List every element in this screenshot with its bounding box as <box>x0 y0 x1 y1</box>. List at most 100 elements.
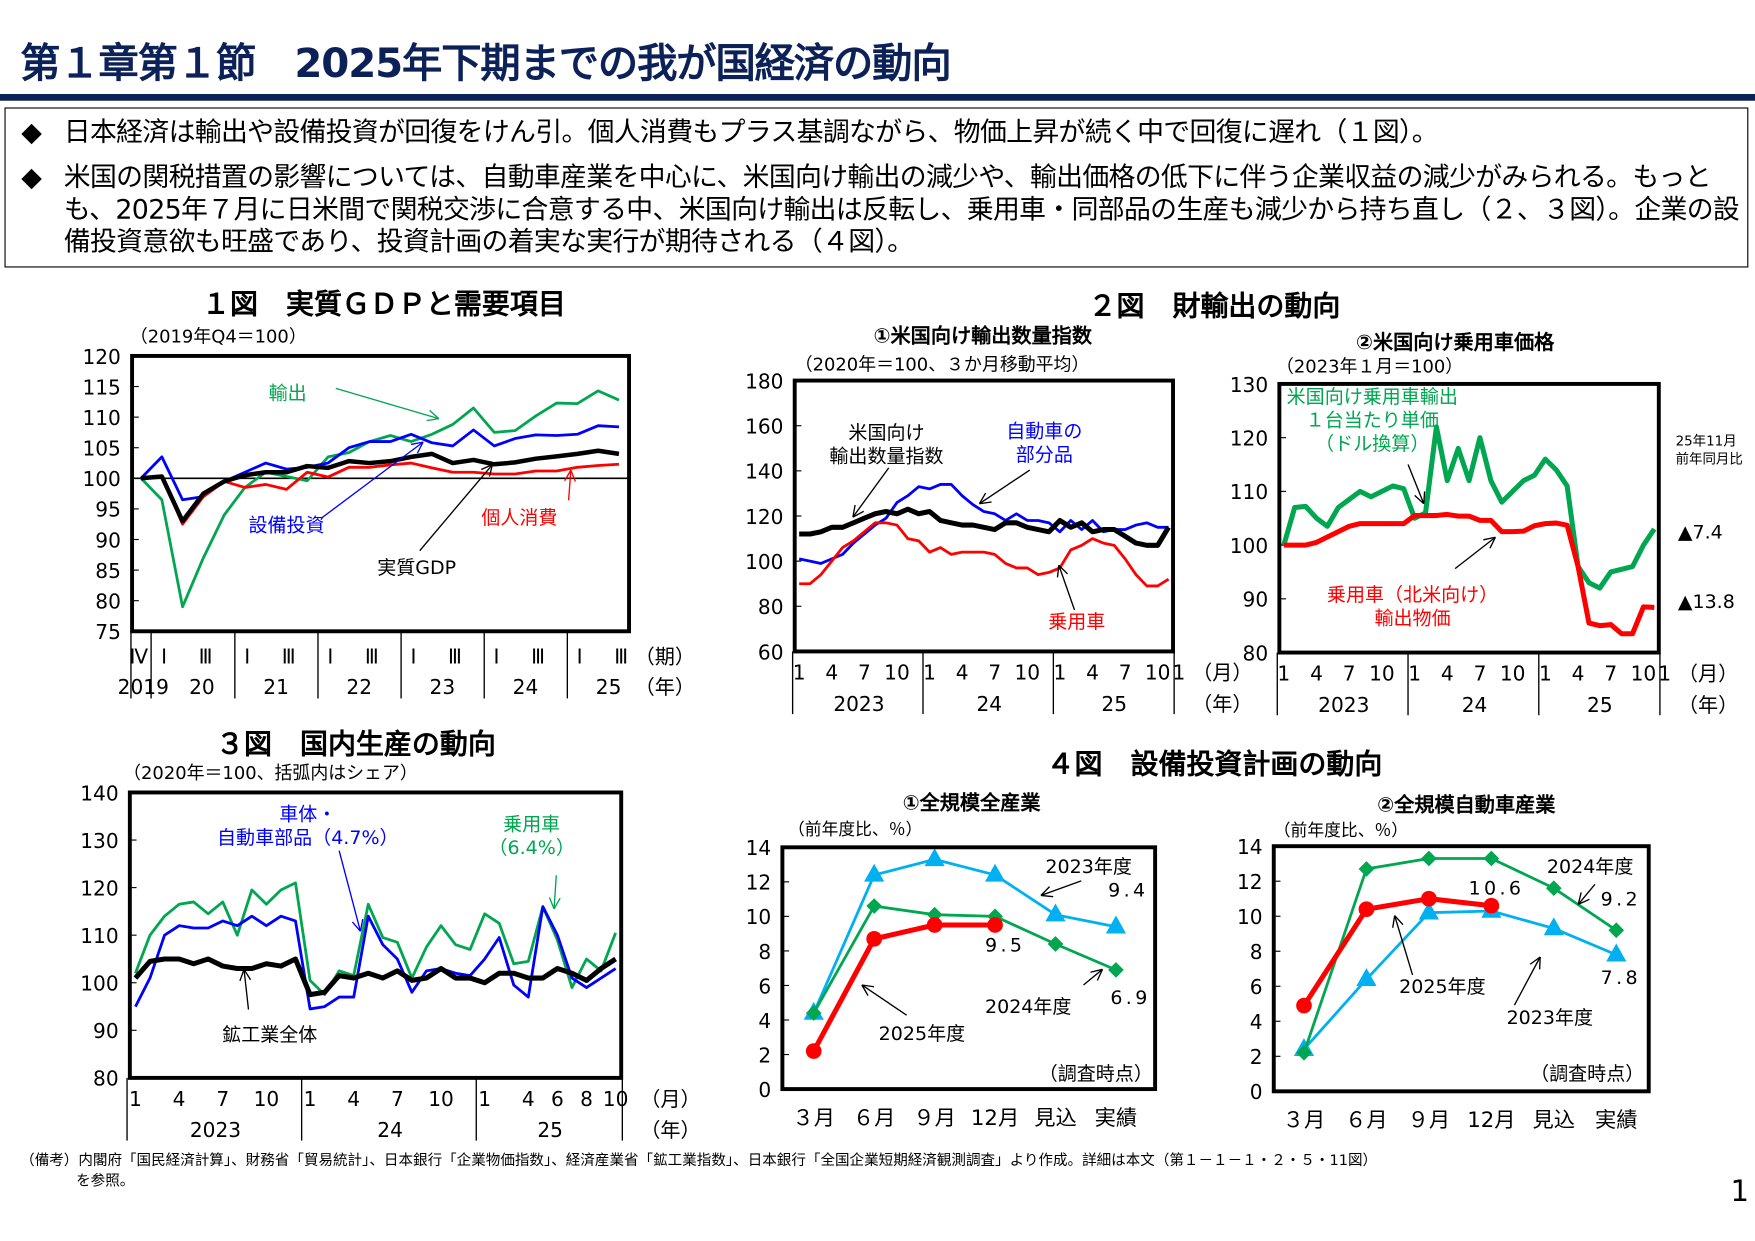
x-tick-label-month: 6 <box>551 1087 564 1111</box>
fig3-chart <box>126 790 624 1141</box>
x-year-label: 25 <box>537 1118 563 1142</box>
y-tick-label: 180 <box>745 369 783 393</box>
label-capex: 設備投資 <box>248 514 325 538</box>
series-line-2 <box>140 461 620 526</box>
data-point-diamond <box>1296 1044 1312 1061</box>
x-year-label: 2019 <box>118 675 169 699</box>
data-point-circle <box>1421 890 1437 907</box>
series-line-1 <box>799 521 1170 588</box>
label-line: （ドル換算） <box>1315 433 1430 456</box>
data-point-triangle <box>924 848 945 867</box>
x-tick-label-month: 10 <box>884 660 910 684</box>
x-year-label: 25 <box>1587 693 1613 717</box>
x-tick-label-month: 1 <box>793 660 806 684</box>
annotation-arrow-icon <box>1083 968 1104 986</box>
x-tick-label-month: 10 <box>1500 662 1526 686</box>
x-category-label: 見込 <box>1034 1106 1077 1131</box>
x-tick-label-month: 1 <box>304 1087 317 1111</box>
label-line: 車体・ <box>279 803 337 827</box>
summary-item: ◆ 日本経済は輸出や設備投資が回復をけん引。個人消費もプラス基調ながら、物価上昇… <box>21 116 1438 148</box>
data-point-diamond <box>866 898 883 914</box>
y-tick-label: 140 <box>80 781 118 805</box>
label-line: 自動車の <box>1006 420 1083 444</box>
x-year-label: 25 <box>596 675 622 699</box>
y-tick-label: 140 <box>745 460 783 484</box>
annotation-arrow-icon <box>1513 956 1541 1006</box>
fig4a-unit: （前年度比、％） <box>787 819 923 840</box>
data-point-triangle <box>1543 917 1564 936</box>
y-tick-label: 14 <box>746 836 772 860</box>
fig3-title: ３図 国内生産の動向 <box>216 727 496 761</box>
plot-frame <box>1277 381 1661 655</box>
fig2b-yoy-green: ▲7.4 <box>1677 521 1723 544</box>
data-point-circle <box>926 917 943 933</box>
series-line-0 <box>812 857 1117 1014</box>
x-unit-label: （月） <box>1678 662 1738 686</box>
y-tick-label: 110 <box>1230 480 1268 504</box>
label-fy2025: 2025年度 <box>1399 976 1486 999</box>
y-tick-label: 160 <box>745 415 783 439</box>
y-tick-label: 12 <box>746 871 772 895</box>
x-year-label: 2023 <box>833 692 884 716</box>
x-category-label: ３月 <box>792 1106 835 1131</box>
summary-item: ◆ 米国の関税措置の影響については、自動車産業を中心に、米国向け輸出の減少や、輸… <box>21 161 1740 257</box>
y-tick-label: 6 <box>758 974 771 998</box>
x-tick-label-month: 4 <box>1086 660 1099 684</box>
x-category-label: 見込 <box>1533 1108 1576 1133</box>
series-line-1 <box>812 904 1117 1014</box>
x-unit-label: （年） <box>1192 692 1252 716</box>
data-point-triangle <box>984 863 1006 882</box>
data-label: 9.2 <box>1600 888 1641 912</box>
y-tick-label: 10 <box>746 905 772 929</box>
plot-frame <box>1271 844 1651 1094</box>
y-tick-label: 100 <box>1230 534 1268 558</box>
x-tick-label-month: 4 <box>1310 662 1323 686</box>
y-tick-label: 120 <box>82 345 120 369</box>
data-point-circle <box>866 931 883 947</box>
x-category-label: 実績 <box>1595 1108 1638 1133</box>
y-tick-label: 120 <box>745 505 783 529</box>
label-exports: 輸出 <box>268 382 307 406</box>
fig2a-chart <box>791 378 1175 715</box>
x-year-label: 24 <box>1462 693 1488 717</box>
x-tick-label-quarter: Ⅲ <box>199 645 213 669</box>
x-tick-label-quarter: Ⅰ <box>577 645 583 669</box>
x-year-label: 22 <box>346 675 372 699</box>
fig2b-chart <box>1276 381 1661 716</box>
label-cars-share: 乗用車 （6.4%） <box>488 814 574 861</box>
y-tick-label: 80 <box>758 595 784 619</box>
label-fy2023: 2023年度 <box>1506 1007 1594 1030</box>
y-tick-label: 120 <box>80 876 118 900</box>
x-category-label: ９月 <box>913 1106 956 1131</box>
y-tick-label: 6 <box>1250 975 1263 999</box>
fig2a-unit: （2020年＝100、３か月移動平均） <box>794 353 1090 375</box>
y-tick-label: 12 <box>1237 870 1263 894</box>
footnote-cont: を参照。 <box>76 1173 135 1190</box>
label-line: 乗用車（北米向け） <box>1326 584 1499 607</box>
plot-frame <box>792 378 1175 654</box>
plot-frame <box>127 790 624 1080</box>
y-tick-label: 90 <box>1243 588 1269 612</box>
y-tick-label: 75 <box>95 620 121 644</box>
x-tick-label-month: 1 <box>1408 662 1421 686</box>
fig4b-title: ②全規模自動車産業 <box>1377 793 1556 818</box>
x-tick-label-month: 10 <box>1015 660 1041 684</box>
x-tick-label-month: 1 <box>1539 662 1552 686</box>
series-line-0 <box>1281 424 1657 591</box>
y-tick-label: 120 <box>1230 426 1268 450</box>
label-line: 輸出数量指数 <box>829 445 944 468</box>
data-point-diamond <box>1421 850 1437 867</box>
data-point-diamond <box>1108 962 1124 978</box>
x-tick-label-month: 4 <box>956 660 969 684</box>
fig1-title: １図 実質ＧＤＰと需要項目 <box>202 287 566 321</box>
x-tick-label-month: 10 <box>1369 662 1395 686</box>
annotation-arrow-icon <box>861 984 908 1016</box>
x-category-label: 実績 <box>1095 1106 1138 1131</box>
x-category-label: ３月 <box>1283 1108 1326 1133</box>
fig2b-yoy-header: 25年11月 前年同月比 <box>1676 432 1743 468</box>
x-tick-label-month: 10 <box>254 1087 280 1111</box>
label-auto-parts: 自動車の 部分品 <box>1006 421 1082 468</box>
label-fy2025: 2025年度 <box>878 1023 966 1046</box>
x-tick-label-quarter: Ⅰ <box>494 645 500 669</box>
